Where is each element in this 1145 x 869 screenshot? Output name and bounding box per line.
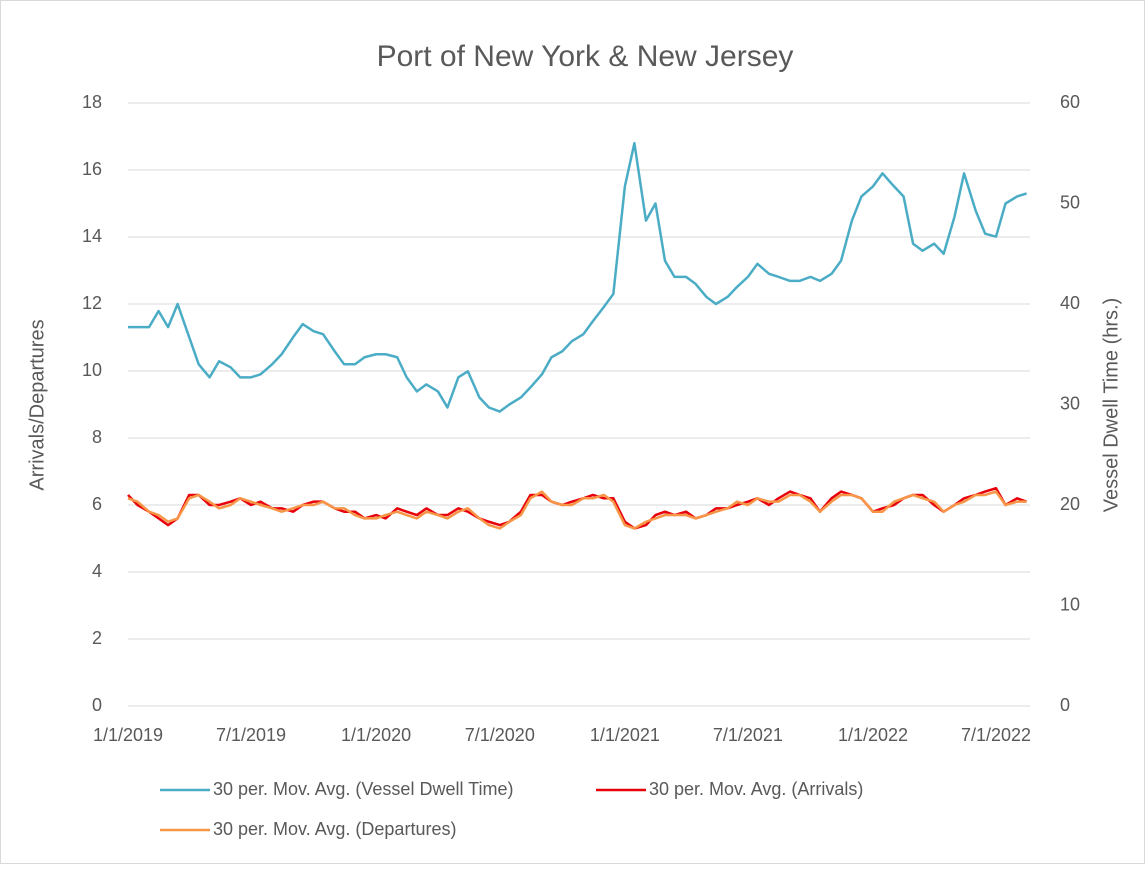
y-tick-label: 18 bbox=[82, 92, 102, 112]
x-tick-label: 7/1/2022 bbox=[961, 725, 1031, 745]
legend-label: 30 per. Mov. Avg. (Vessel Dwell Time) bbox=[213, 779, 513, 799]
y-tick-label: 12 bbox=[82, 293, 102, 313]
y-tick-label: 8 bbox=[92, 427, 102, 447]
legend-label: 30 per. Mov. Avg. (Arrivals) bbox=[649, 779, 863, 799]
y2-tick-label: 0 bbox=[1060, 695, 1070, 715]
x-tick-label: 7/1/2020 bbox=[465, 725, 535, 745]
y-tick-label: 6 bbox=[92, 494, 102, 514]
y-tick-label: 10 bbox=[82, 360, 102, 380]
y-axis-title: Arrivals/Departures bbox=[26, 319, 48, 490]
y-tick-label: 2 bbox=[92, 628, 102, 648]
y2-axis-title: Vessel Dwell Time (hrs.) bbox=[1100, 298, 1122, 513]
y-tick-label: 0 bbox=[92, 695, 102, 715]
y2-tick-label: 30 bbox=[1060, 393, 1080, 413]
y2-tick-label: 10 bbox=[1060, 594, 1080, 614]
x-tick-label: 7/1/2021 bbox=[713, 725, 783, 745]
x-tick-label: 1/1/2020 bbox=[341, 725, 411, 745]
y2-tick-label: 60 bbox=[1060, 92, 1080, 112]
y-tick-label: 16 bbox=[82, 159, 102, 179]
x-tick-label: 1/1/2019 bbox=[93, 725, 163, 745]
series-line bbox=[127, 490, 1027, 530]
x-tick-label: 1/1/2022 bbox=[838, 725, 908, 745]
y2-tick-label: 50 bbox=[1060, 192, 1080, 212]
chart-title: Port of New York & New Jersey bbox=[377, 40, 794, 73]
x-tick-label: 7/1/2019 bbox=[216, 725, 286, 745]
y2-tick-label: 20 bbox=[1060, 494, 1080, 514]
series-line bbox=[127, 487, 1028, 530]
y2-tick-label: 40 bbox=[1060, 293, 1080, 313]
y-tick-label: 4 bbox=[92, 561, 102, 581]
y-tick-label: 14 bbox=[82, 226, 102, 246]
legend-label: 30 per. Mov. Avg. (Departures) bbox=[213, 819, 456, 839]
x-tick-label: 1/1/2021 bbox=[590, 725, 660, 745]
series-line bbox=[128, 141, 1027, 413]
